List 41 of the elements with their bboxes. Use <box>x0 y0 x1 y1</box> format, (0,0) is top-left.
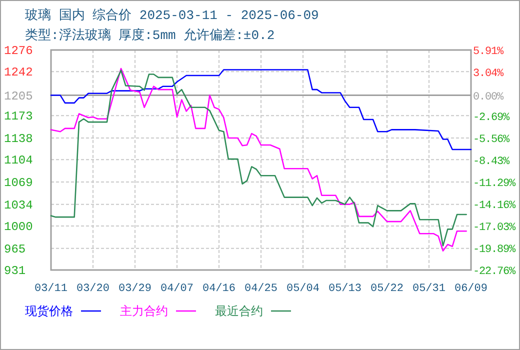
x-tick-label: 03/11 <box>34 283 68 295</box>
x-tick-label: 05/22 <box>370 283 404 295</box>
y2-tick-label: 0.00% <box>473 91 504 104</box>
x-tick-label: 05/04 <box>286 283 320 295</box>
y-tick-label: 1034 <box>4 198 33 212</box>
y2-tick-label: -2.69% <box>473 112 510 124</box>
legend-item: 现货价格 <box>25 305 101 319</box>
x-tick-label: 03/29 <box>118 283 152 295</box>
chart-subtitle: 类型:浮法玻璃 厚度:5mm 允许偏差:±0.2 <box>25 27 275 43</box>
legend-label: 最近合约 <box>215 305 263 319</box>
x-tick-label: 03/20 <box>76 283 110 295</box>
y2-tick-label: -22.76% <box>473 266 516 278</box>
chart-title: 玻璃 国内 综合价 2025-03-11 - 2025-06-09 <box>25 8 319 23</box>
y-tick-label: 931 <box>4 264 26 278</box>
y-tick-label: 1276 <box>4 44 33 58</box>
y-tick-label: 1205 <box>4 89 33 104</box>
y2-tick-label: -17.03% <box>473 222 516 234</box>
y2-tick-label: -5.56% <box>473 134 510 146</box>
x-tick-label: 04/07 <box>160 283 194 295</box>
y2-tick-label: -14.16% <box>473 200 516 212</box>
legend-label: 现货价格 <box>25 305 73 319</box>
y-tick-label: 1173 <box>4 110 33 124</box>
x-tick-label: 04/16 <box>202 283 236 295</box>
y2-tick-label: -8.43% <box>473 156 510 168</box>
legend-item: 最近合约 <box>215 305 291 319</box>
y2-tick-label: 3.04% <box>473 68 504 80</box>
x-tick-label: 04/25 <box>244 283 278 295</box>
y-tick-label: 965 <box>4 242 26 256</box>
y-tick-label: 1242 <box>4 66 33 80</box>
x-tick-label: 06/09 <box>454 283 488 295</box>
legend-label: 主力合约 <box>120 304 168 319</box>
x-tick-label: 05/13 <box>328 283 362 295</box>
legend-item: 主力合约 <box>120 305 196 319</box>
y2-tick-label: -19.89% <box>473 244 516 256</box>
x-tick-label: 05/31 <box>412 283 446 295</box>
y2-tick-label: -11.29% <box>473 178 516 190</box>
y-tick-label: 1069 <box>4 176 33 190</box>
y-tick-label: 1104 <box>4 154 33 168</box>
y-tick-label: 1000 <box>4 220 33 234</box>
y-tick-label: 1138 <box>4 132 33 146</box>
y2-tick-label: 5.91% <box>473 46 504 58</box>
